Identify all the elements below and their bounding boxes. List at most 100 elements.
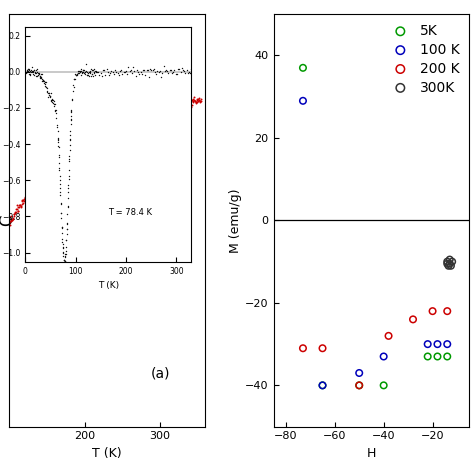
Point (94, 130, 101, 137)
Point (28, 183, 36, 191)
Point (159, 106, 166, 113)
Point (51, 163, 58, 170)
Point (112, 123, 119, 130)
Point (59, 149, 67, 156)
Point (89, 131, 97, 139)
Point (180, 101, 188, 109)
200 K (409, 316, 417, 323)
Point (177, 98, 184, 106)
Point (64, 147, 72, 155)
Point (15, 203, 22, 210)
Point (182, 100, 189, 108)
Point (182, 98, 189, 105)
Point (140, 112, 148, 120)
Point (131, 115, 139, 123)
Point (156, 107, 164, 115)
Point (49, 168, 57, 175)
Point (11, 208, 19, 216)
Point (116, 118, 123, 125)
Point (124, 121, 131, 129)
Point (143, 107, 150, 115)
Point (141, 111, 148, 119)
Point (191, 97, 199, 105)
Point (0, 232, 7, 239)
Point (0, 246, 3, 253)
Point (186, 99, 194, 107)
Point (68, 146, 75, 154)
Text: (a): (a) (150, 366, 170, 380)
Point (79, 138, 86, 146)
Point (145, 108, 153, 115)
Point (175, 102, 183, 110)
Point (0, 230, 8, 237)
Point (36, 175, 44, 183)
Point (80, 138, 88, 146)
Point (38, 177, 46, 184)
Point (126, 113, 134, 120)
Point (186, 98, 193, 106)
Point (172, 104, 180, 112)
Point (161, 104, 169, 111)
Point (15, 203, 23, 211)
Point (125, 115, 132, 123)
Point (48, 164, 56, 172)
Point (0, 231, 8, 238)
Point (173, 107, 181, 114)
Point (157, 107, 164, 115)
Point (148, 111, 156, 118)
Point (33, 180, 40, 187)
Point (17, 202, 25, 210)
Point (175, 100, 183, 108)
Point (48, 162, 55, 170)
Point (4, 222, 12, 229)
Point (69, 143, 76, 151)
Point (25, 188, 32, 195)
Point (8, 216, 16, 223)
Point (166, 103, 173, 111)
Point (47, 161, 55, 169)
Point (67, 146, 74, 153)
Point (114, 121, 121, 128)
Point (196, 97, 204, 104)
Point (64, 149, 71, 156)
5K (444, 353, 451, 360)
Point (139, 110, 147, 118)
Point (0, 244, 1, 252)
Point (93, 128, 100, 136)
Point (46, 163, 53, 171)
Point (88, 134, 95, 142)
Point (195, 94, 203, 102)
Point (167, 102, 175, 109)
Point (68, 146, 76, 154)
Point (128, 119, 136, 127)
Point (96, 129, 104, 137)
Point (0, 242, 2, 250)
Point (168, 103, 176, 110)
Point (77, 143, 84, 150)
Point (32, 178, 39, 186)
Point (162, 107, 169, 114)
Point (168, 107, 175, 114)
Point (88, 133, 96, 141)
Point (189, 96, 196, 103)
Point (116, 119, 124, 127)
Point (0, 246, 2, 253)
Point (20, 197, 28, 204)
Point (36, 177, 43, 185)
Point (105, 126, 113, 134)
Point (182, 100, 190, 108)
Point (22, 195, 29, 203)
Point (10, 212, 18, 220)
Point (118, 117, 126, 125)
Point (93, 131, 101, 138)
X-axis label: T (K): T (K) (92, 447, 122, 460)
Point (91, 133, 99, 140)
Point (171, 100, 178, 108)
Point (90, 133, 98, 140)
Point (13, 201, 20, 209)
Point (109, 120, 116, 128)
Point (100, 123, 108, 130)
Point (187, 97, 194, 104)
Point (158, 105, 166, 113)
Point (119, 115, 127, 123)
